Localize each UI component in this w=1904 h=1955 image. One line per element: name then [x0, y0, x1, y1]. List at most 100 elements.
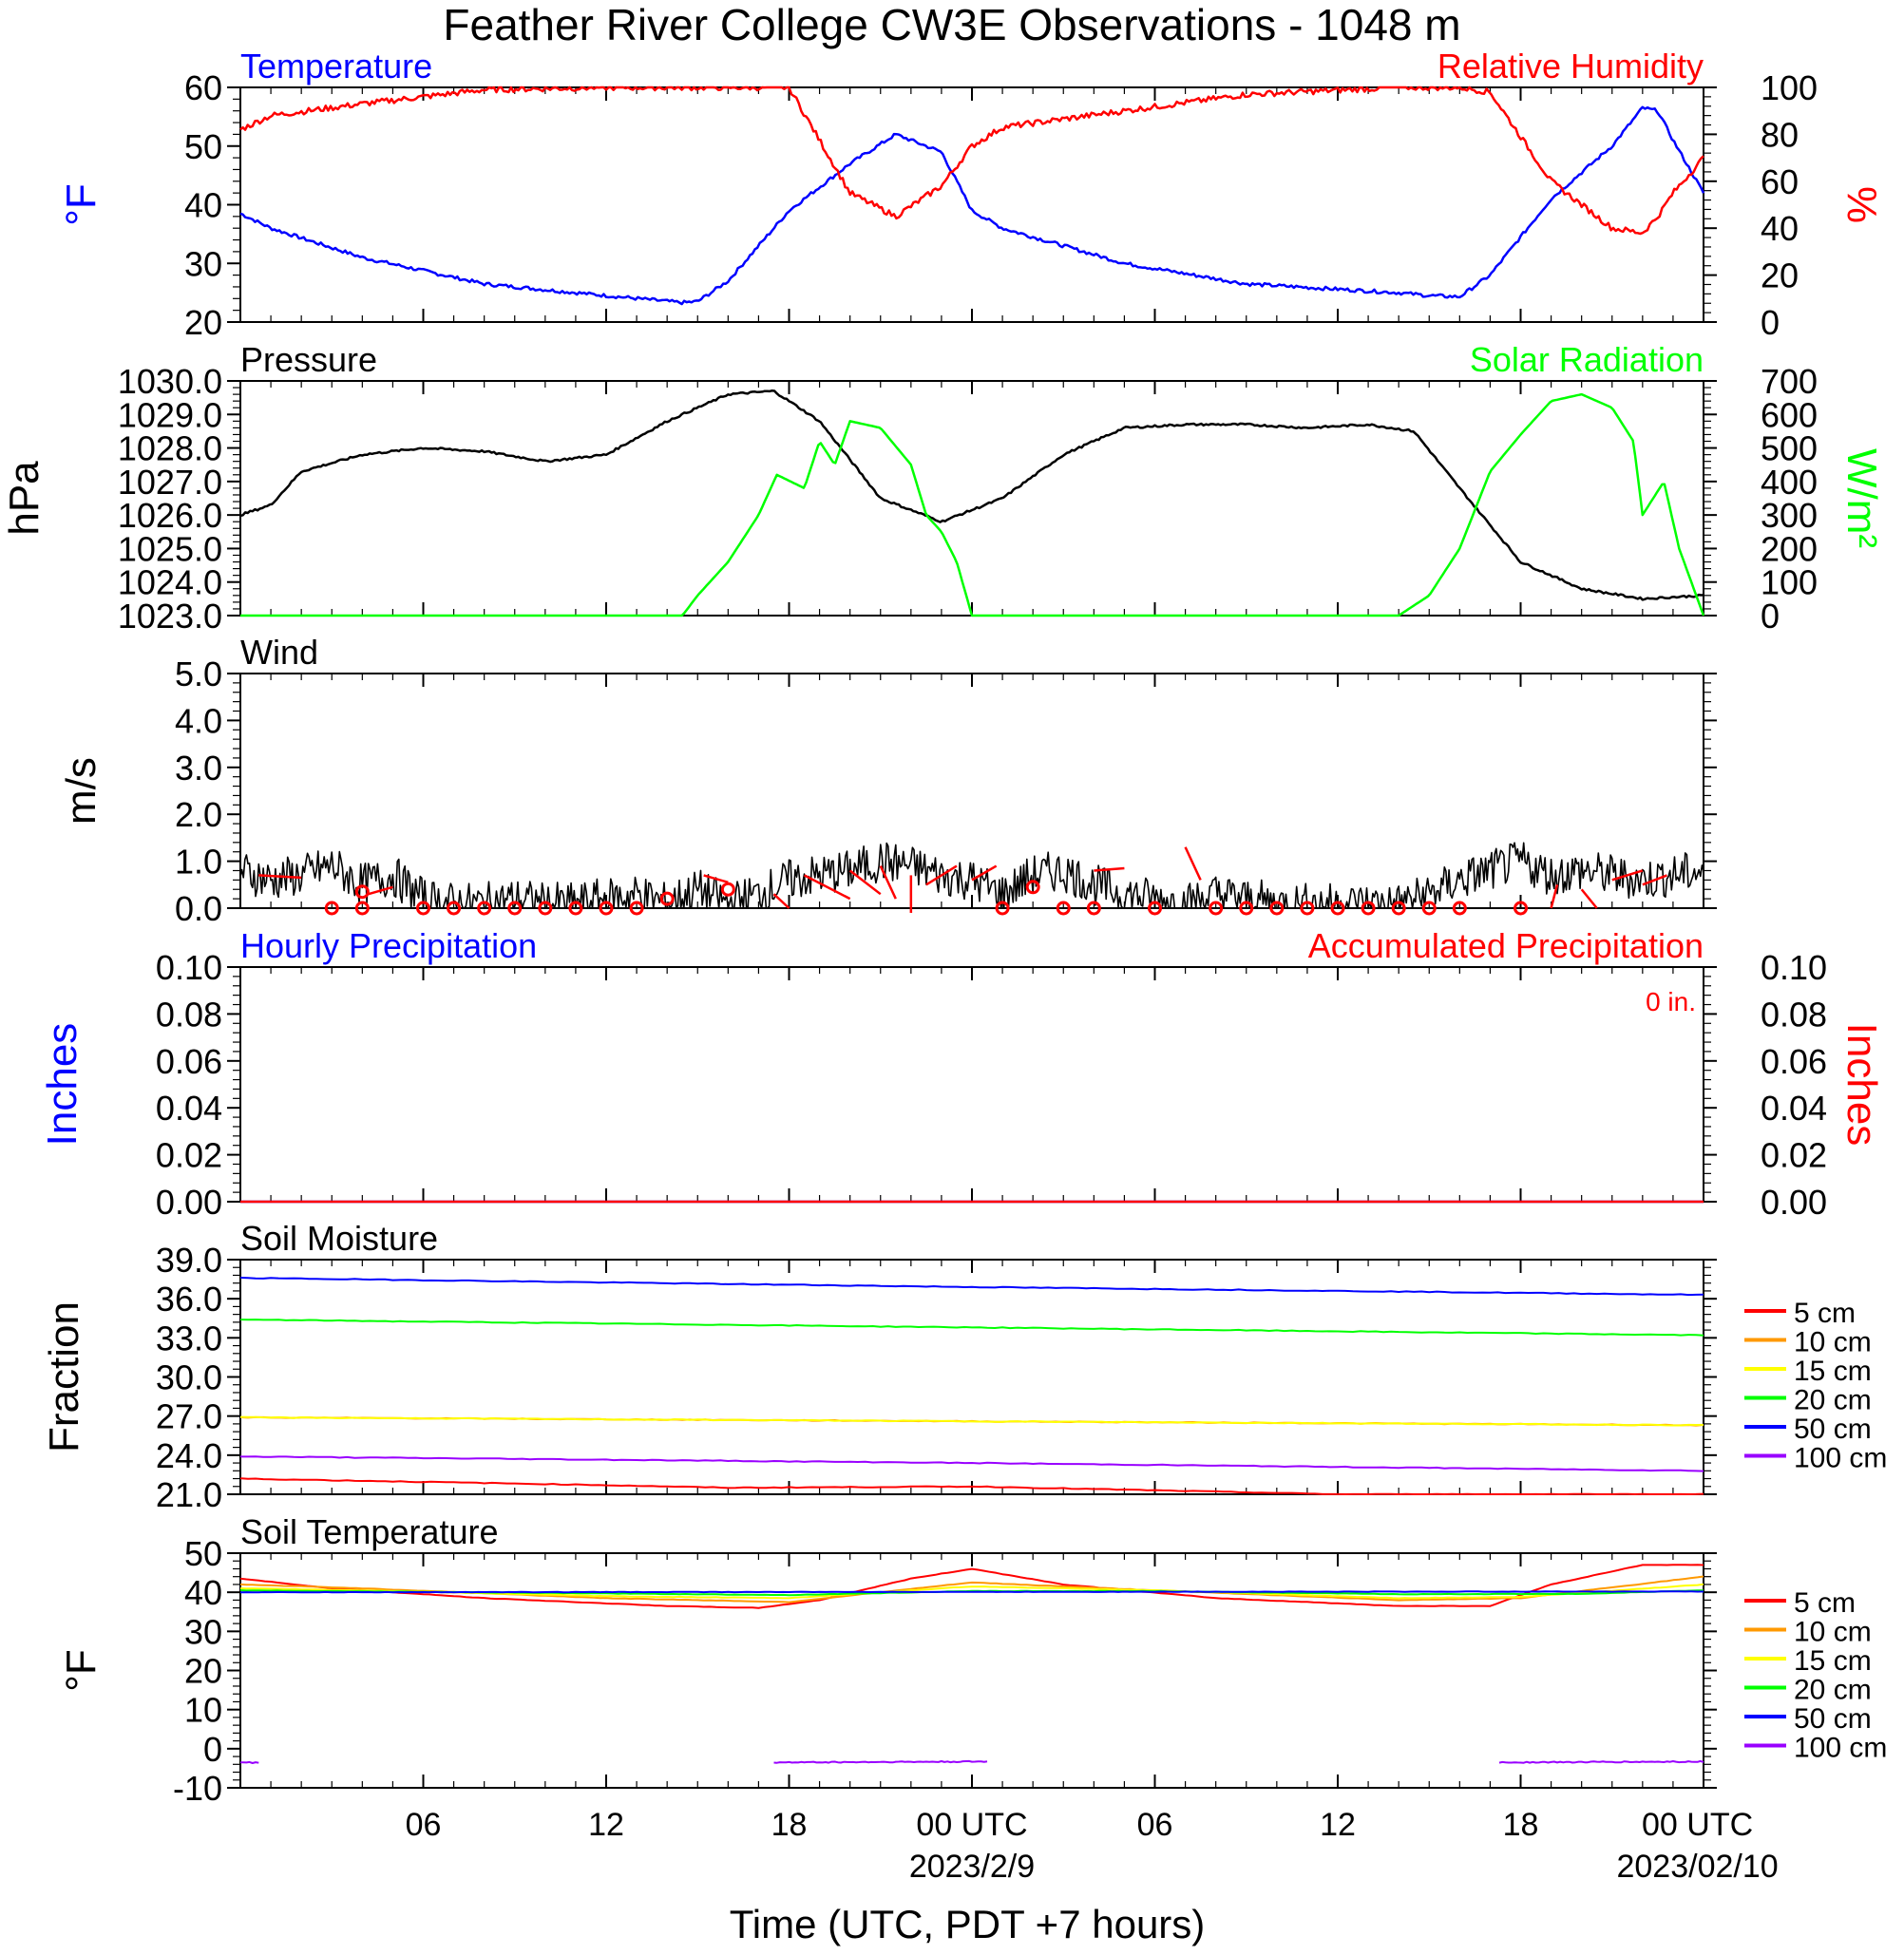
left-tick-label: 0 [203, 1730, 222, 1769]
series-line-100-cm [773, 1759, 988, 1764]
series-line-50-cm [239, 1590, 1704, 1594]
wind-barb [879, 865, 897, 900]
wind-barb [803, 874, 851, 901]
x-tick-label: 00 UTC [1642, 1807, 1753, 1843]
x-tick-label: 06 [1137, 1807, 1173, 1843]
series-line-50-cm [239, 1276, 1704, 1297]
wind-barb [772, 893, 790, 909]
wind-calm-circle [477, 901, 492, 916]
panel-wind: 5.0 4.0 3.0 2.0 1.0 0.0 Wind m/s [58, 633, 1717, 928]
right-tick-label: 0 [1761, 597, 1780, 636]
legend-label: 50 cm [1794, 1414, 1872, 1445]
legend-label: 20 cm [1794, 1385, 1872, 1416]
series-line-pressure [239, 389, 1704, 601]
y2-axis-label: Inches [1838, 1023, 1885, 1147]
panel-title-left: Soil Temperature [240, 1512, 498, 1551]
x-date-label: 2023/2/9 [909, 1849, 1035, 1885]
wind-calm-circle [568, 901, 583, 916]
wind-calm-circle [1514, 901, 1528, 916]
panel-frame [239, 86, 1704, 323]
left-tick-label: 1026.0 [118, 496, 222, 535]
legend-label: 5 cm [1794, 1298, 1856, 1329]
left-tick-label: 33.0 [156, 1319, 222, 1357]
series-line-100-cm [239, 1455, 1704, 1472]
wind-barb [1611, 869, 1644, 882]
legend-label: 50 cm [1794, 1703, 1872, 1735]
precip-total-annotation: 0 in. [1646, 987, 1696, 1016]
series-line-5-cm [239, 1477, 1704, 1495]
wind-calm-circle [1025, 880, 1040, 895]
left-tick-label: 0.00 [156, 1183, 222, 1222]
right-tick-label: 700 [1761, 362, 1818, 401]
wind-calm-circle [629, 901, 644, 916]
left-tick-label: 1025.0 [118, 529, 222, 568]
left-tick-label: 50 [184, 1534, 222, 1573]
series-line-relative-humidity [239, 85, 1704, 236]
wind-barb [848, 869, 882, 896]
wind-calm-circle [1056, 901, 1071, 916]
right-tick-label: 0.06 [1761, 1042, 1827, 1081]
series-line-temperature [239, 105, 1705, 306]
panel-title-left: Pressure [240, 340, 377, 379]
left-tick-label: 50 [184, 127, 222, 166]
left-tick-label: 2.0 [175, 795, 222, 834]
wind-barb [1642, 874, 1667, 886]
left-tick-label: 30 [184, 244, 222, 283]
legend-label: 5 cm [1794, 1587, 1856, 1619]
left-tick-label: 40 [184, 186, 222, 225]
legend-label: 20 cm [1794, 1675, 1872, 1706]
x-tick-label: 06 [406, 1807, 442, 1843]
y-axis-label: Inches [39, 1023, 86, 1147]
y2-axis-label: % [1838, 186, 1885, 223]
left-tick-label: 40 [184, 1573, 222, 1612]
x-axis: Time (UTC, PDT +7 hours) 06 12 18 00 UTC 06 1… [406, 1807, 1779, 1946]
legend-label: 100 cm [1794, 1443, 1887, 1474]
left-tick-label: 39.0 [156, 1241, 222, 1280]
chart-title: Feather River College CW3E Observations … [443, 0, 1460, 49]
left-tick-label: 5.0 [175, 655, 222, 693]
panel-title-left: Soil Moisture [240, 1219, 438, 1258]
wind-calm-circle [1148, 901, 1162, 916]
right-tick-label: 600 [1761, 395, 1818, 434]
legend-label: 100 cm [1794, 1733, 1887, 1764]
left-tick-label: 0.02 [156, 1136, 222, 1175]
left-tick-label: 30 [184, 1612, 222, 1651]
left-tick-label: 60 [184, 68, 222, 107]
panel-title-left: Wind [240, 633, 318, 672]
wind-calm-circle [507, 901, 523, 916]
left-tick-label: 1.0 [175, 843, 222, 882]
left-tick-label: 36.0 [156, 1280, 222, 1319]
x-tick-label: 12 [588, 1807, 624, 1843]
right-tick-label: 100 [1761, 563, 1818, 602]
wind-calm-circle [720, 882, 735, 897]
series-line-5-cm [239, 1564, 1704, 1609]
wind-calm-circle [1209, 901, 1224, 916]
wind-calm-circle [1239, 901, 1254, 916]
wind-barb [368, 885, 393, 896]
panel-frame [239, 966, 1704, 1203]
right-tick-label: 20 [1761, 256, 1799, 295]
y2-axis-label: W/m² [1838, 448, 1885, 548]
right-tick-label: 0.10 [1761, 948, 1827, 987]
left-tick-label: 3.0 [175, 749, 222, 788]
left-tick-label: 1029.0 [118, 395, 222, 434]
left-tick-label: 0.04 [156, 1089, 222, 1128]
x-axis-title: Time (UTC, PDT +7 hours) [730, 1902, 1206, 1946]
panel-frame [239, 380, 1704, 617]
wind-calm-circle [1452, 901, 1467, 916]
right-tick-label: 500 [1761, 429, 1818, 468]
wind-barb [971, 864, 998, 882]
left-tick-label: 1024.0 [118, 563, 222, 602]
y-axis-label: hPa [1, 461, 48, 536]
right-tick-label: 400 [1761, 463, 1818, 502]
series-line-wind [239, 842, 1704, 909]
left-tick-label: 1027.0 [118, 463, 222, 502]
x-tick-label: 18 [771, 1807, 808, 1843]
wind-calm-circle [1361, 901, 1376, 916]
panel-soil-moisture: 39.036.033.030.027.024.021.0 Soil Moistur… [41, 1219, 1887, 1514]
right-tick-label: 200 [1761, 529, 1818, 568]
left-tick-label: -10 [173, 1769, 222, 1808]
left-tick-label: 0.0 [175, 889, 222, 928]
panel-title-right: Accumulated Precipitation [1308, 926, 1704, 965]
